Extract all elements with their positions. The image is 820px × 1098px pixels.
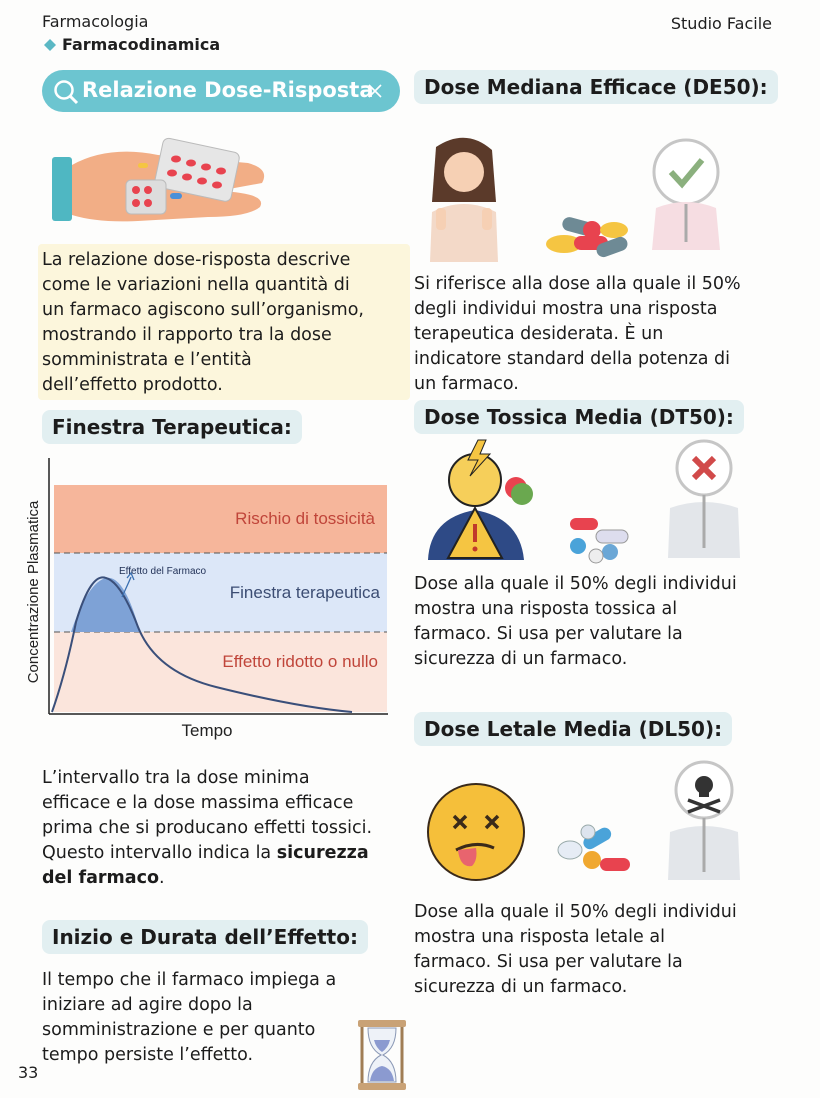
brand: Studio Facile xyxy=(670,14,772,33)
text-run: L’intervallo tra la dose minima xyxy=(42,768,310,788)
section-title: Dose Tossica Media (DT50): xyxy=(414,400,744,434)
diamond-icon xyxy=(44,39,56,51)
section-title: Finestra Terapeutica: xyxy=(42,410,302,444)
intro-highlight xyxy=(38,244,410,400)
text-line: Questo intervallo indica la sicurezza xyxy=(42,841,372,866)
text-line: tempo persiste l’effetto. xyxy=(42,1045,254,1065)
text-line: farmaco. Si usa per valutare la xyxy=(414,952,683,972)
text-line: degli individui mostra una risposta xyxy=(414,299,718,319)
text-line: Il tempo che il farmaco impiega a xyxy=(42,970,337,990)
text-run: sicurezza xyxy=(276,843,369,863)
hand-illustration xyxy=(52,137,265,222)
text-line: Dose alla quale il 50% degli individui xyxy=(414,902,737,922)
concentration-curve xyxy=(51,576,353,713)
section-title: Dose Letale Media (DL50): xyxy=(414,712,733,746)
topic: Farmacodinamica xyxy=(62,35,221,54)
section-text: Dose alla quale il 50% degli individui mo… xyxy=(414,572,737,672)
zone-label: Finestra terapeutica xyxy=(230,583,381,602)
lethal-illustration xyxy=(427,760,740,881)
x-axis-label: Tempo xyxy=(181,721,232,740)
effect-area xyxy=(71,577,140,632)
toxicity-illustration xyxy=(428,439,740,564)
text-run: efficace e la dose massima efficace xyxy=(42,793,354,813)
reduced-zone xyxy=(54,632,387,712)
text-line: dell’effetto prodotto. xyxy=(42,375,223,395)
text-line: mostra una risposta tossica al xyxy=(414,599,678,619)
intro-text: La relazione dose-risposta descrive come … xyxy=(42,248,364,398)
page-number: 33 xyxy=(18,1063,39,1082)
text-line: sicurezza di un farmaco. xyxy=(414,649,628,669)
section-text: Si riferisce alla dose alla quale il 50%… xyxy=(414,272,741,397)
search-query: Relazione Dose-Risposta xyxy=(82,78,374,102)
text-line: iniziare ad agire dopo la xyxy=(42,995,253,1015)
search-icon xyxy=(54,80,79,105)
text-run: Questo intervallo indica la xyxy=(42,843,277,863)
window-text: L’intervallo tra la dose minima efficace … xyxy=(42,766,372,891)
text-line: L’intervallo tra la dose minima xyxy=(42,766,372,791)
y-axis-label: Concentrazione Plasmatica xyxy=(25,500,42,683)
text-line: prima che si producano effetti tossici. xyxy=(42,816,372,841)
efficacy-illustration xyxy=(430,137,720,262)
text-line: del farmaco. xyxy=(42,866,372,891)
text-line: somministrata e l’entità xyxy=(42,350,252,370)
annotation: Effetto del Farmaco xyxy=(119,566,207,577)
text-run: prima che si producano effetti tossici. xyxy=(42,818,373,838)
text-line: mostra una risposta letale al xyxy=(414,927,665,947)
text-line: Si riferisce alla dose alla quale il 50% xyxy=(414,274,741,294)
text-line: come le variazioni nella quantità di xyxy=(42,275,350,295)
text-line: sicurezza di un farmaco. xyxy=(414,977,628,997)
therapeutic-window-diagram: Rischio di tossicità Finestra terapeutic… xyxy=(25,458,388,740)
text-line: farmaco. Si usa per valutare la xyxy=(414,624,683,644)
section-title: Dose Mediana Efficace (DE50): xyxy=(414,70,778,104)
onset-text: Il tempo che il farmaco impiega a iniziar… xyxy=(42,968,336,1068)
hourglass-illustration xyxy=(358,1020,406,1090)
zone-label: Rischio di tossicità xyxy=(235,509,375,528)
text-run: del farmaco xyxy=(42,868,159,888)
text-line: La relazione dose-risposta descrive xyxy=(42,250,351,270)
toxicity-zone xyxy=(54,485,387,553)
text-line: Dose alla quale il 50% degli individui xyxy=(414,574,737,594)
text-line: efficace e la dose massima efficace xyxy=(42,791,372,816)
subject: Farmacologia xyxy=(42,12,149,31)
annotation-arrow xyxy=(121,576,132,598)
text-line: somministrazione e per quanto xyxy=(42,1020,316,1040)
zone-label: Effetto ridotto o nullo xyxy=(222,652,378,671)
text-line: terapeutica desiderata. È un xyxy=(414,324,664,344)
section-text: Dose alla quale il 50% degli individui mo… xyxy=(414,900,737,1000)
text-line: indicatore standard della potenza di xyxy=(414,349,731,369)
clear-icon xyxy=(368,84,382,98)
text-line: mostrando il rapporto tra la dose xyxy=(42,325,332,345)
text-line: un farmaco agiscono sull’organismo, xyxy=(42,300,364,320)
text-run: . xyxy=(158,868,165,888)
section-title: Inizio e Durata dell’Effetto: xyxy=(42,920,368,954)
search-pill: Relazione Dose-Risposta xyxy=(42,70,400,112)
text-line: un farmaco. xyxy=(414,374,519,394)
